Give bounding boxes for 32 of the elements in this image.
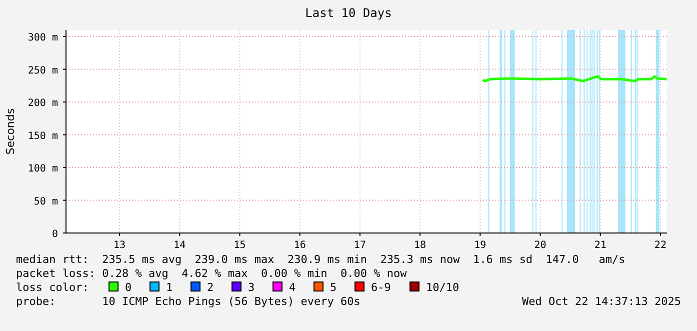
x-tick-label: 15 xyxy=(234,240,246,251)
y-tick-label: 0 xyxy=(52,229,58,240)
y-tick-label: 200 m xyxy=(28,98,58,110)
y-tick-label: 100 m xyxy=(28,164,58,175)
y-tick-label: 300 m xyxy=(28,32,58,44)
legend-label: 0 xyxy=(125,281,132,294)
legend-label: 4 xyxy=(289,281,296,294)
x-tick-label: 18 xyxy=(414,240,426,251)
text: Wed Oct 22 14:37:13 2025 xyxy=(522,295,681,308)
legend-label: 6-9 xyxy=(371,281,391,294)
x-tick-label: 17 xyxy=(354,240,366,251)
legend-title: loss color: xyxy=(16,281,89,294)
y-tick-label: 150 m xyxy=(28,130,58,142)
text: median rtt: 235.5 ms avg 239.0 ms max 230.9 ms min 235.3 ms now 1.6 ms sd 147.0 am/s xyxy=(16,253,626,266)
legend-label: 2 xyxy=(207,281,214,294)
x-tick-label: 13 xyxy=(114,240,126,251)
legend-label: 1 xyxy=(166,281,173,294)
y-axis-title: Seconds xyxy=(4,108,17,155)
x-tick-label: 19 xyxy=(474,240,486,251)
y-tick-label: 250 m xyxy=(28,65,58,76)
text: packet loss: 0.28 % avg 4.62 % max 0.00 % min 0.00 % now xyxy=(16,267,408,280)
y-tick-label: 50 m xyxy=(34,196,58,208)
text: probe: 10 ICMP Echo Pings (56 Bytes) every 60s xyxy=(16,295,360,308)
x-tick-label: 16 xyxy=(294,240,306,251)
x-tick-label: 20 xyxy=(534,240,546,251)
x-tick-label: 22 xyxy=(654,240,666,251)
x-tick-label: 14 xyxy=(174,240,186,251)
chart-title: Last 10 Days xyxy=(305,6,392,20)
x-tick-label: 21 xyxy=(594,240,606,251)
legend-label: 5 xyxy=(330,281,337,294)
legend-label: 10/10 xyxy=(426,281,460,294)
legend-label: 3 xyxy=(248,281,255,294)
